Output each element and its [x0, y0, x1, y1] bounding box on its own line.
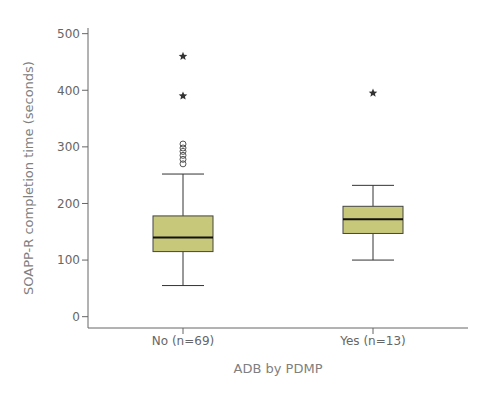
svg-text:Yes (n=13): Yes (n=13) — [339, 334, 405, 348]
svg-text:300: 300 — [57, 140, 80, 154]
svg-text:100: 100 — [57, 253, 80, 267]
svg-text:No (n=69): No (n=69) — [152, 334, 214, 348]
svg-text:0: 0 — [72, 310, 80, 324]
svg-text:400: 400 — [57, 84, 80, 98]
svg-text:500: 500 — [57, 27, 80, 41]
svg-text:SOAPP-R completion time (secon: SOAPP-R completion time (seconds) — [21, 61, 36, 295]
svg-text:200: 200 — [57, 197, 80, 211]
svg-text:ADB by PDMP: ADB by PDMP — [234, 361, 323, 376]
